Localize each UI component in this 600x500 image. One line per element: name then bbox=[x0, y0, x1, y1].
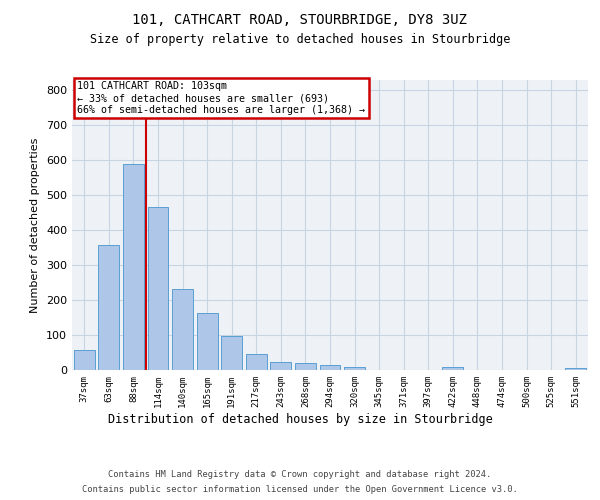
Bar bbox=[123, 164, 144, 370]
Text: Distribution of detached houses by size in Stourbridge: Distribution of detached houses by size … bbox=[107, 412, 493, 426]
Text: 101 CATHCART ROAD: 103sqm
← 33% of detached houses are smaller (693)
66% of semi: 101 CATHCART ROAD: 103sqm ← 33% of detac… bbox=[77, 82, 365, 114]
Bar bbox=[221, 336, 242, 370]
Bar bbox=[197, 314, 218, 370]
Bar bbox=[442, 366, 463, 370]
Bar bbox=[172, 288, 193, 370]
Bar bbox=[344, 366, 365, 370]
Text: 101, CATHCART ROAD, STOURBRIDGE, DY8 3UZ: 101, CATHCART ROAD, STOURBRIDGE, DY8 3UZ bbox=[133, 12, 467, 26]
Bar bbox=[74, 350, 95, 370]
Bar bbox=[271, 362, 292, 370]
Bar bbox=[295, 363, 316, 370]
Bar bbox=[320, 365, 340, 370]
Bar bbox=[565, 368, 586, 370]
Text: Size of property relative to detached houses in Stourbridge: Size of property relative to detached ho… bbox=[90, 32, 510, 46]
Bar bbox=[98, 246, 119, 370]
Text: Contains public sector information licensed under the Open Government Licence v3: Contains public sector information licen… bbox=[82, 485, 518, 494]
Bar bbox=[246, 354, 267, 370]
Text: Contains HM Land Registry data © Crown copyright and database right 2024.: Contains HM Land Registry data © Crown c… bbox=[109, 470, 491, 479]
Bar bbox=[148, 207, 169, 370]
Y-axis label: Number of detached properties: Number of detached properties bbox=[31, 138, 40, 312]
